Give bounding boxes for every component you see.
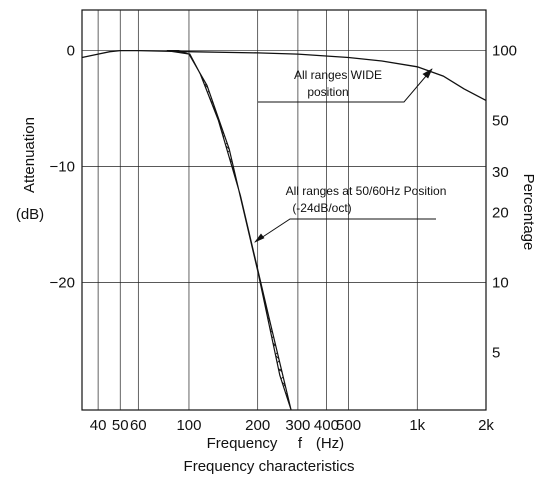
annotation-wide-arrowhead bbox=[422, 68, 433, 79]
x-axis-unit: (Hz) bbox=[316, 435, 344, 452]
series-hp-band bbox=[166, 50, 292, 411]
x-tick-label: 400 bbox=[314, 417, 339, 434]
annotation-hp-line-1: All ranges at 50/60Hz Position bbox=[286, 184, 447, 198]
x-tick-label: 100 bbox=[176, 417, 201, 434]
annotation-wide-line-2: position bbox=[307, 85, 348, 99]
x-axis-symbol: f bbox=[298, 435, 303, 452]
annotation-hp-leader bbox=[254, 218, 436, 243]
annotation-hp: All ranges at 50/60Hz Position (-24dB/oc… bbox=[254, 184, 447, 243]
x-tick-label: 500 bbox=[336, 417, 361, 434]
plot-area bbox=[81, 9, 487, 411]
x-tick-label: 40 bbox=[90, 417, 107, 434]
series-wide-curve bbox=[81, 49, 487, 101]
y-right-tick-label: 5 bbox=[492, 344, 500, 361]
y-right-tick-label: 20 bbox=[492, 205, 509, 222]
y-right-tick-label: 50 bbox=[492, 112, 509, 129]
x-tick-label: 50 bbox=[112, 417, 129, 434]
y-axis-left-label: Attenuation bbox=[21, 117, 38, 193]
annotation-hp-arrowhead bbox=[254, 233, 265, 243]
x-tick-label: 2k bbox=[478, 417, 494, 434]
series-layer bbox=[81, 49, 487, 411]
annotation-hp-line-2: (-24dB/oct) bbox=[292, 201, 351, 215]
y-left-tick-label: −20 bbox=[50, 274, 75, 291]
annotation-wide: All ranges WIDE position bbox=[258, 68, 433, 103]
y-right-tick-label: 10 bbox=[492, 274, 509, 291]
x-tick-label: 300 bbox=[285, 417, 310, 434]
y-left-tick-label: −10 bbox=[50, 159, 75, 176]
chart-caption: Frequency characteristics bbox=[184, 458, 355, 475]
annotation-wide-leader bbox=[258, 68, 433, 103]
y-axis-left-unit: (dB) bbox=[16, 206, 44, 223]
y-left-tick-label: 0 bbox=[67, 43, 75, 60]
x-tick-label: 200 bbox=[245, 417, 270, 434]
y-axis-right-label: Percentage bbox=[520, 174, 535, 251]
y-right-tick-label: 30 bbox=[492, 164, 509, 181]
annotation-wide-line-1: All ranges WIDE bbox=[294, 68, 382, 82]
y-right-tick-label: 100 bbox=[492, 43, 517, 60]
x-tick-label: 60 bbox=[130, 417, 147, 434]
x-axis-label: Frequency bbox=[207, 435, 278, 452]
grid-lines bbox=[82, 10, 486, 410]
x-tick-label: 1k bbox=[409, 417, 425, 434]
